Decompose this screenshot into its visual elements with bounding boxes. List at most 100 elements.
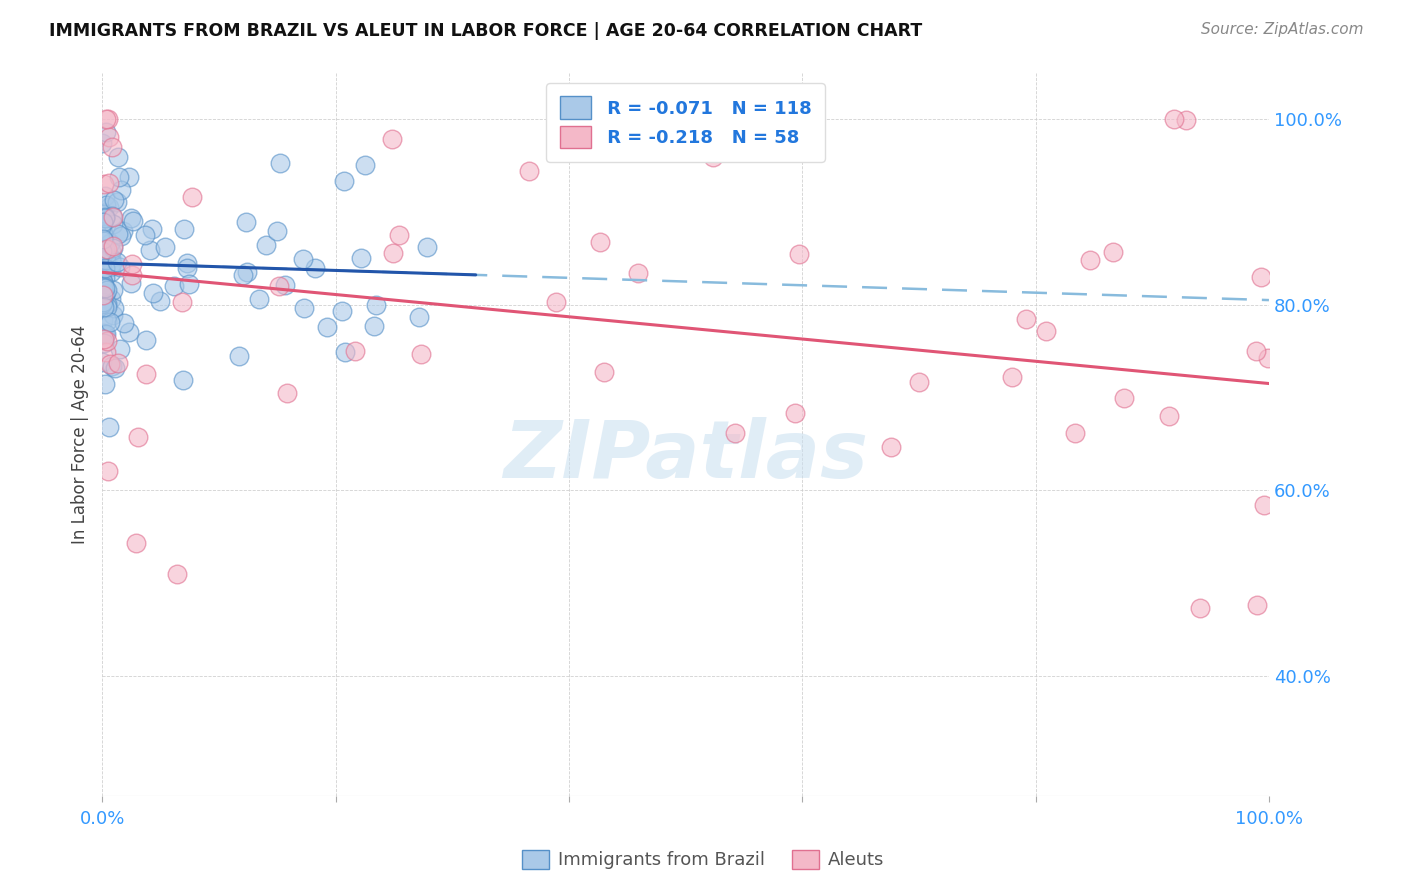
Point xyxy=(276,386,298,401)
Y-axis label: In Labor Force | Age 20-64: In Labor Force | Age 20-64 xyxy=(72,325,89,544)
Point xyxy=(1015,311,1038,326)
Point xyxy=(118,169,141,184)
Point xyxy=(139,243,162,257)
Point xyxy=(333,174,356,188)
Point xyxy=(274,277,297,292)
Point xyxy=(93,332,115,346)
Point xyxy=(135,367,157,381)
Point xyxy=(1112,391,1135,405)
Point xyxy=(93,279,115,293)
Point xyxy=(124,536,146,550)
Point xyxy=(96,296,118,310)
Point xyxy=(316,320,339,334)
Point xyxy=(266,224,288,238)
Point xyxy=(94,125,117,139)
Point xyxy=(1064,426,1087,441)
Point xyxy=(783,406,806,420)
Point xyxy=(107,227,129,241)
Point xyxy=(519,164,541,178)
Point xyxy=(91,215,114,229)
Point xyxy=(91,297,114,311)
Point xyxy=(93,291,115,305)
Point xyxy=(110,183,132,197)
Point xyxy=(93,300,115,314)
Point xyxy=(91,275,114,289)
Point xyxy=(91,301,114,315)
Point xyxy=(627,266,650,280)
Point xyxy=(332,304,354,318)
Point xyxy=(94,327,117,342)
Point xyxy=(103,193,125,207)
Point xyxy=(120,211,142,225)
Point xyxy=(91,295,114,310)
Point xyxy=(118,326,141,340)
Legend: Immigrants from Brazil, Aleuts: Immigrants from Brazil, Aleuts xyxy=(513,840,893,879)
Point xyxy=(127,430,149,444)
Point xyxy=(121,214,143,228)
Point xyxy=(96,334,118,348)
Point xyxy=(101,209,124,223)
Point xyxy=(269,156,291,170)
Point xyxy=(94,345,117,359)
Point xyxy=(134,227,156,242)
Point xyxy=(176,256,198,270)
Point xyxy=(93,234,115,248)
Point xyxy=(292,252,315,266)
Point xyxy=(110,228,132,243)
Point xyxy=(104,361,127,376)
Point xyxy=(98,357,121,371)
Point xyxy=(1163,112,1185,127)
Point xyxy=(363,318,385,333)
Point xyxy=(91,280,114,294)
Point xyxy=(292,301,315,315)
Point xyxy=(94,328,117,343)
Point xyxy=(94,189,117,203)
Point xyxy=(91,244,114,258)
Point xyxy=(724,426,747,441)
Point xyxy=(235,215,257,229)
Point xyxy=(181,190,204,204)
Point xyxy=(101,283,124,297)
Point xyxy=(94,286,117,301)
Point xyxy=(94,112,117,127)
Point xyxy=(91,225,114,239)
Point xyxy=(91,354,114,368)
Point xyxy=(96,314,118,328)
Point xyxy=(91,136,114,151)
Point xyxy=(91,275,114,289)
Point xyxy=(91,205,114,219)
Point xyxy=(1250,269,1272,284)
Point xyxy=(100,244,122,258)
Point xyxy=(149,294,172,309)
Point xyxy=(100,139,122,153)
Point xyxy=(101,239,124,253)
Point xyxy=(91,278,114,293)
Point xyxy=(100,292,122,306)
Text: IMMIGRANTS FROM BRAZIL VS ALEUT IN LABOR FORCE | AGE 20-64 CORRELATION CHART: IMMIGRANTS FROM BRAZIL VS ALEUT IN LABOR… xyxy=(49,22,922,40)
Point xyxy=(172,373,194,387)
Point xyxy=(97,464,120,478)
Point xyxy=(787,247,810,261)
Point xyxy=(98,315,121,329)
Point xyxy=(108,170,131,185)
Point xyxy=(232,268,254,282)
Point xyxy=(1078,252,1101,267)
Point xyxy=(411,347,433,361)
Point xyxy=(153,240,176,254)
Point xyxy=(94,271,117,285)
Point xyxy=(91,227,114,241)
Point xyxy=(254,238,277,252)
Point xyxy=(1246,598,1268,612)
Point xyxy=(1001,370,1024,384)
Point xyxy=(101,359,124,373)
Point xyxy=(94,287,117,301)
Point xyxy=(408,310,430,325)
Point xyxy=(177,277,200,291)
Point xyxy=(98,236,121,251)
Point xyxy=(364,298,387,312)
Point xyxy=(381,132,404,146)
Point xyxy=(1101,245,1123,260)
Point xyxy=(879,440,901,454)
Point xyxy=(96,283,118,297)
Point xyxy=(120,276,142,290)
